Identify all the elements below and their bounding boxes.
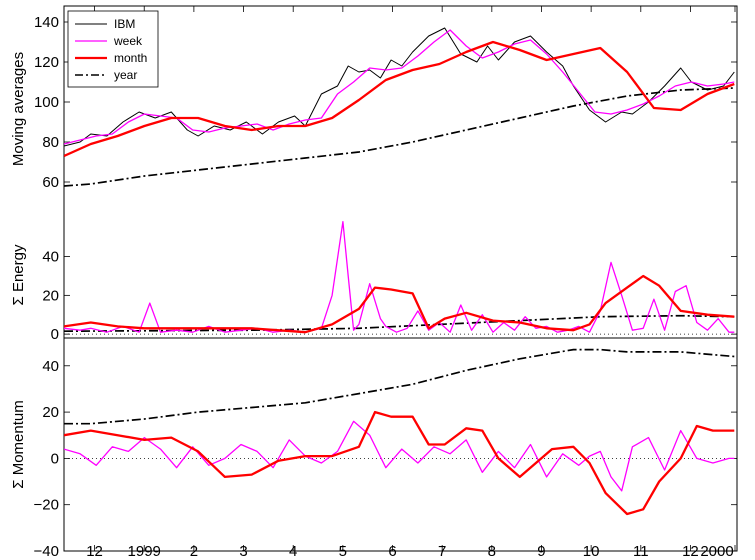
legend: IBM week month year	[67, 10, 159, 88]
y-axis-label: Σ Momentum	[10, 400, 27, 488]
series-year-line	[64, 87, 735, 187]
y-tick-label: 60	[42, 174, 59, 191]
x-tick-label: 3	[239, 543, 247, 560]
x-tick-label: 4	[289, 543, 297, 560]
panel-2: 0 20 40 Σ Energy	[10, 221, 737, 343]
legend-label-year: year	[114, 68, 137, 82]
series-month-line	[64, 40, 735, 158]
y-tick-label: 140	[34, 14, 59, 31]
series-month-line	[64, 274, 735, 334]
x-tick-label: 12	[682, 543, 699, 560]
x-tick-label: 5	[339, 543, 347, 560]
legend-label-month: month	[114, 51, 147, 65]
axes-box-upper	[63, 5, 738, 339]
x-tick-label: 8	[488, 543, 496, 560]
y-tick-label: 0	[51, 450, 59, 467]
x-tick-label: 10	[583, 543, 600, 560]
legend-label-ibm: IBM	[114, 17, 135, 31]
y-tick-label: 40	[42, 249, 59, 266]
panel-1: 60 80 100 120 140 Moving averages	[10, 5, 738, 339]
series-year-line	[64, 314, 735, 333]
y-tick-label: 20	[42, 404, 59, 421]
series-year-line	[64, 348, 735, 425]
y-tick-label: 120	[34, 54, 59, 71]
y-tick-label: 20	[42, 287, 59, 304]
x-tick-label: 7	[438, 543, 446, 560]
series-week-line	[64, 420, 735, 492]
series-month-line	[64, 410, 735, 516]
x-axis-ticks: 12 1999 2 3 4 5 6 7 8 9 10 11 12 2000	[86, 6, 736, 560]
y-tick-label: 80	[42, 134, 59, 151]
y-axis-label: Moving averages	[10, 52, 27, 166]
series-week-line	[64, 221, 735, 333]
y-tick-label: 0	[51, 326, 59, 343]
x-tick-label: 11	[633, 543, 649, 560]
y-tick-label: −40	[34, 543, 59, 560]
y-tick-label: 100	[34, 94, 59, 111]
x-tick-label: 1999	[128, 543, 161, 560]
y-axis-label: Σ Energy	[10, 244, 27, 305]
x-tick-label: 6	[388, 543, 396, 560]
x-tick-label: 2	[190, 543, 198, 560]
y-tick-label: −20	[34, 497, 59, 514]
axes-box-lower	[63, 337, 738, 552]
x-tick-label: 2000	[700, 543, 733, 560]
series-ibm-line	[64, 27, 735, 147]
panel-3: −40 −20 0 20 40 Σ Momentum	[10, 337, 738, 560]
x-tick-label: 9	[537, 543, 545, 560]
x-tick-label: 12	[86, 543, 103, 560]
series-week-line	[64, 29, 735, 145]
y-tick-label: 40	[42, 358, 59, 375]
legend-label-week: week	[113, 34, 143, 48]
